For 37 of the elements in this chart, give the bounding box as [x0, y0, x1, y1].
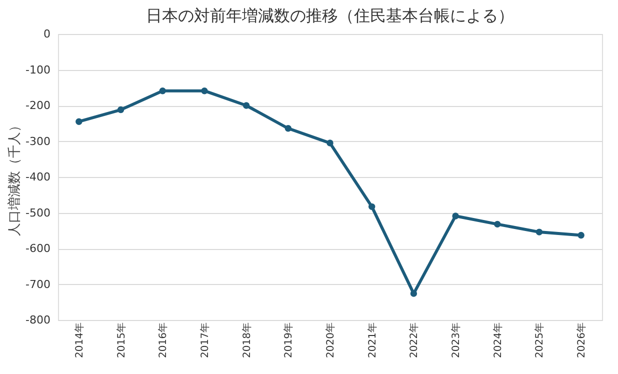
point: [536, 228, 543, 236]
y-tick-label: -300: [26, 134, 50, 148]
x-tick-label: 2022年: [408, 322, 420, 358]
x-tick-label: 2019年: [282, 322, 295, 358]
y-tick-label: -400: [26, 170, 50, 184]
point: [494, 220, 501, 228]
point: [284, 125, 292, 132]
y-tick-label: -200: [26, 99, 50, 112]
y-tick-label: -800: [26, 314, 50, 326]
chart-title: 日本の対前年増減数の推移（住民基本台帳による）: [146, 6, 514, 25]
x-tick-label: 2026年: [576, 322, 588, 358]
point: [452, 212, 459, 220]
point: [201, 87, 208, 94]
x-tick-label: 2021年: [366, 322, 378, 358]
x-tick-label: 2025年: [534, 322, 546, 358]
point: [76, 118, 82, 125]
point: [159, 87, 166, 94]
x-tick-label: 2017年: [198, 322, 211, 358]
x-tick-label: 2024年: [492, 322, 504, 358]
y-axis-title: 人口増減数（千人）: [6, 119, 23, 236]
point: [326, 140, 334, 146]
y-tick-label: -600: [26, 242, 50, 255]
y-tick-label: -700: [26, 278, 50, 291]
point: [578, 232, 584, 239]
x-tick-label: 2014年: [73, 322, 86, 358]
point: [117, 106, 124, 114]
x-tick-label: 2020年: [324, 322, 336, 358]
point: [242, 102, 250, 109]
point: [368, 203, 376, 210]
y-tick-label: 0: [44, 28, 50, 40]
y-tick-label: -100: [26, 63, 50, 76]
x-tick-label: 2016年: [157, 322, 170, 358]
point: [410, 290, 418, 297]
y-tick-label: -500: [26, 206, 50, 220]
x-tick-label: 2018年: [240, 322, 253, 358]
x-tick-label: 2023年: [450, 322, 462, 358]
x-tick-label: 2015年: [115, 322, 128, 358]
